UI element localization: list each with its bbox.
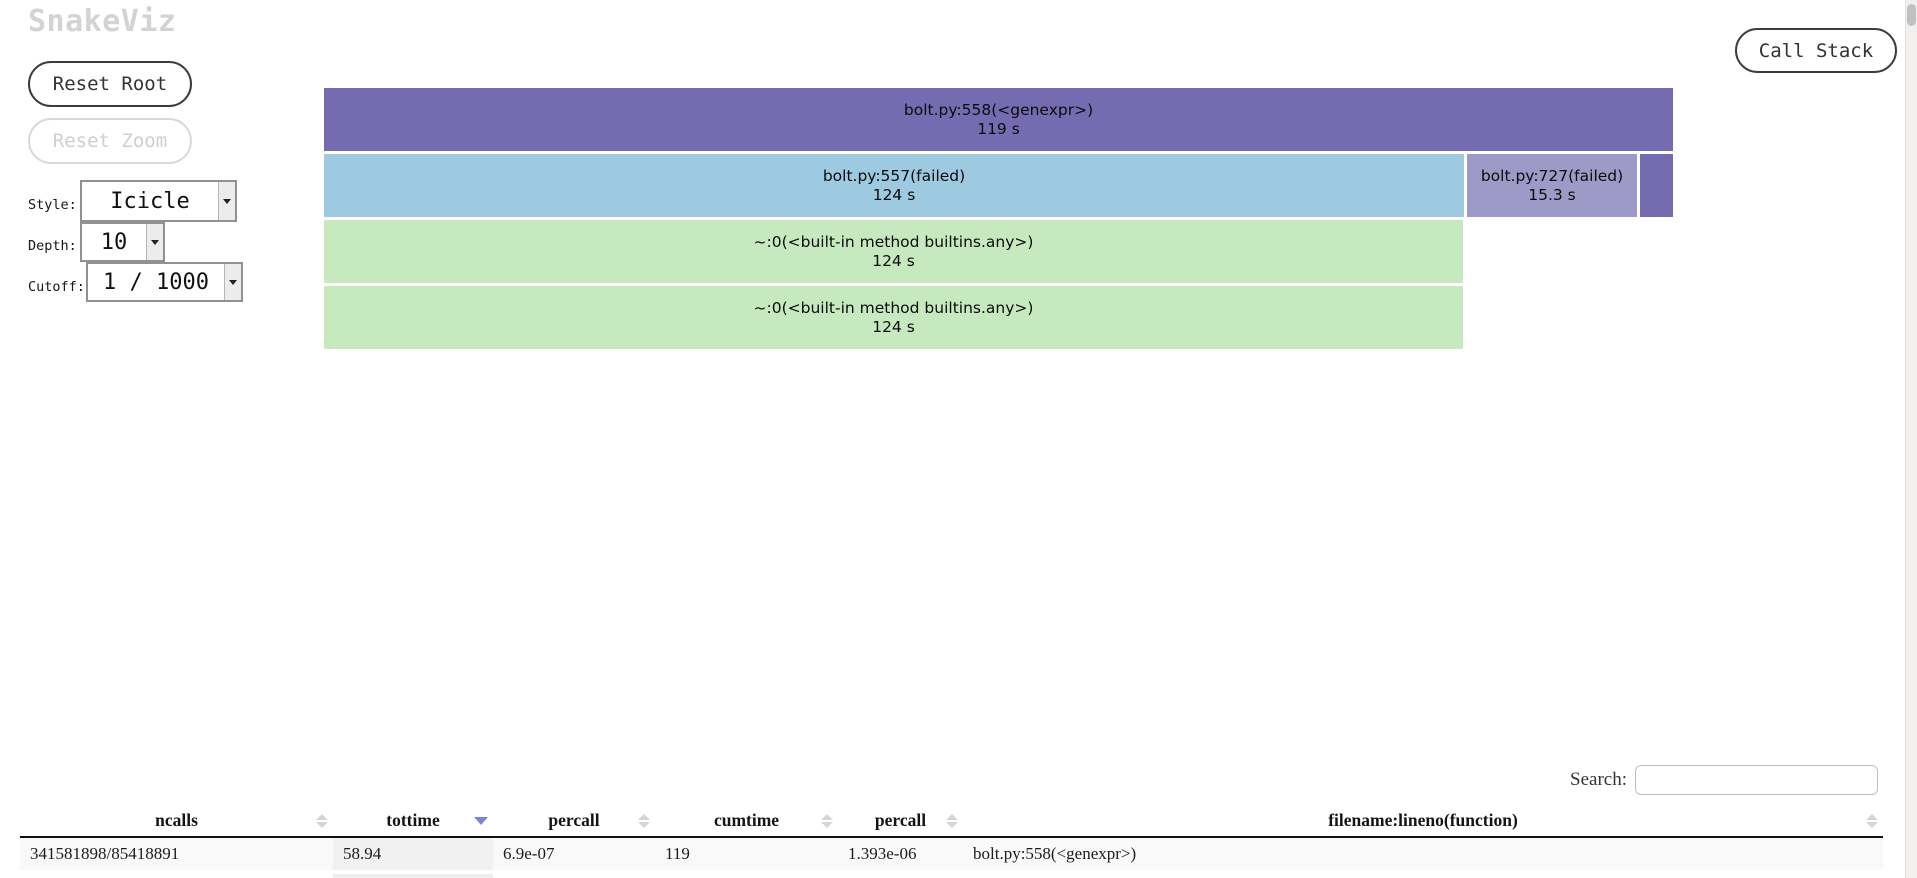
sort-icon[interactable] bbox=[1866, 814, 1878, 828]
chevron-down-icon[interactable] bbox=[146, 224, 163, 260]
cell-percall2: 1.393e-06 bbox=[838, 837, 963, 870]
sort-icon[interactable] bbox=[638, 814, 650, 828]
reset-zoom-button: Reset Zoom bbox=[28, 118, 192, 164]
cell-percall: 6.9e-07 bbox=[493, 837, 655, 870]
flame-cell-time: 124 s bbox=[872, 185, 916, 204]
column-header-percall[interactable]: percall bbox=[493, 805, 655, 838]
flame-cell-label: ~:0(<built-in method builtins.any>) bbox=[753, 298, 1034, 317]
column-header-tottime[interactable]: tottime bbox=[333, 805, 493, 838]
flame-cell-label: ~:0(<built-in method builtins.any>) bbox=[753, 232, 1034, 251]
cutoff-select-value: 1 / 1000 bbox=[103, 269, 209, 295]
column-header-ncalls[interactable]: ncalls bbox=[20, 805, 333, 838]
profile-table: ncalls tottime percall cumtime percall bbox=[20, 805, 1883, 870]
sort-icon[interactable] bbox=[821, 814, 833, 828]
search-label: Search: bbox=[1570, 769, 1627, 790]
search-input[interactable] bbox=[1635, 765, 1878, 795]
flame-cell-label: bolt.py:727(failed) bbox=[1480, 166, 1624, 185]
flame-cell[interactable]: bolt.py:558(<genexpr>) 119 s bbox=[324, 88, 1673, 151]
flame-cell[interactable]: ~:0(<built-in method builtins.any>) 124 s bbox=[324, 286, 1463, 349]
sort-icon[interactable] bbox=[946, 814, 958, 828]
style-select-value: Icicle bbox=[110, 188, 190, 214]
call-stack-button[interactable]: Call Stack bbox=[1735, 28, 1897, 73]
chevron-down-icon[interactable] bbox=[224, 264, 241, 300]
column-header-cumtime[interactable]: cumtime bbox=[655, 805, 838, 838]
flame-cell-time: 15.3 s bbox=[1528, 185, 1576, 204]
flame-cell-label: bolt.py:557(failed) bbox=[822, 166, 966, 185]
style-select[interactable]: Icicle bbox=[80, 180, 237, 222]
depth-select-value: 10 bbox=[100, 229, 128, 255]
reset-root-button[interactable]: Reset Root bbox=[28, 61, 192, 107]
flame-cell[interactable] bbox=[1640, 154, 1673, 217]
flame-cell[interactable]: bolt.py:557(failed) 124 s bbox=[324, 154, 1464, 217]
next-table-row-edge bbox=[333, 874, 493, 878]
flame-cell-time: 124 s bbox=[872, 251, 915, 270]
cell-cumtime: 119 bbox=[655, 837, 838, 870]
cutoff-label: Cutoff: bbox=[28, 279, 85, 295]
cell-tottime: 58.94 bbox=[333, 837, 493, 870]
cell-filename: bolt.py:558(<genexpr>) bbox=[963, 837, 1883, 870]
scrollbar-thumb[interactable] bbox=[1907, 4, 1916, 26]
flame-cell-time: 124 s bbox=[872, 317, 915, 336]
flame-cell[interactable]: ~:0(<built-in method builtins.any>) 124 s bbox=[324, 220, 1463, 283]
column-header-percall2[interactable]: percall bbox=[838, 805, 963, 838]
flame-cell[interactable]: bolt.py:727(failed) 15.3 s bbox=[1467, 154, 1637, 217]
cell-ncalls: 341581898/85418891 bbox=[20, 837, 333, 870]
vertical-scrollbar[interactable] bbox=[1905, 0, 1917, 878]
flame-row: ~:0(<built-in method builtins.any>) 124 s bbox=[324, 286, 1673, 349]
chevron-down-icon[interactable] bbox=[218, 182, 235, 220]
column-header-filename[interactable]: filename:lineno(function) bbox=[963, 805, 1883, 838]
flamegraph: bolt.py:558(<genexpr>) 119 s bolt.py:557(f… bbox=[324, 88, 1673, 349]
sort-desc-icon[interactable] bbox=[474, 817, 488, 825]
cutoff-select[interactable]: 1 / 1000 bbox=[86, 262, 243, 302]
flame-row: bolt.py:557(failed) 124 s bolt.py:727(fail… bbox=[324, 154, 1673, 217]
style-label: Style: bbox=[28, 197, 77, 213]
sort-icon[interactable] bbox=[316, 814, 328, 828]
depth-select[interactable]: 10 bbox=[80, 222, 165, 262]
flame-row: bolt.py:558(<genexpr>) 119 s bbox=[324, 88, 1673, 151]
flame-cell-time: 119 s bbox=[977, 119, 1020, 138]
depth-label: Depth: bbox=[28, 238, 77, 254]
snakeviz-logo: SnakeViz bbox=[28, 4, 177, 39]
table-row: 341581898/85418891 58.94 6.9e-07 119 1.3… bbox=[20, 837, 1883, 870]
flame-cell-label: bolt.py:558(<genexpr>) bbox=[903, 100, 1094, 119]
flame-row: ~:0(<built-in method builtins.any>) 124 s bbox=[324, 220, 1673, 283]
table-header-row: ncalls tottime percall cumtime percall bbox=[20, 805, 1883, 838]
